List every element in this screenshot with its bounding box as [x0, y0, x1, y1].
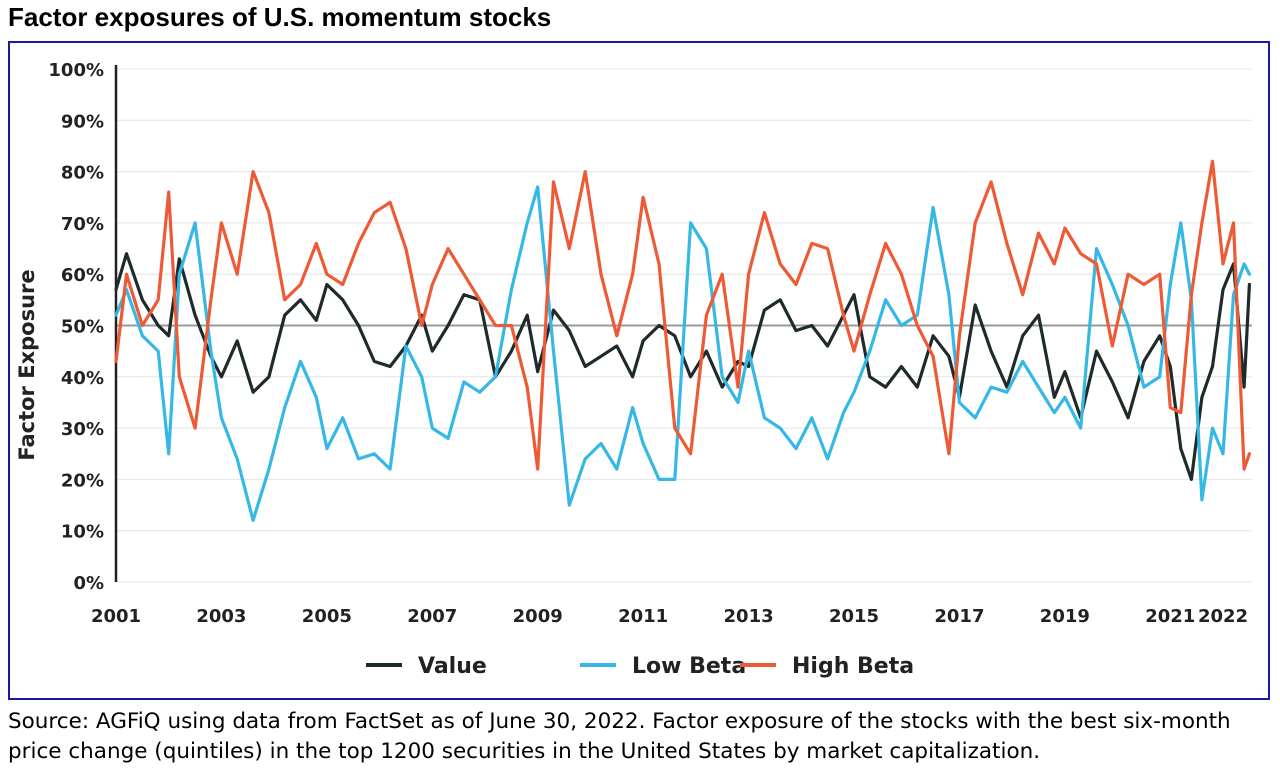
x-tick-label: 2015 [829, 606, 879, 627]
y-axis-label: Factor Exposure [15, 269, 39, 460]
y-tick-label: 40% [61, 368, 104, 389]
y-tick-labels: 0% 10% 20% 30% 40% 50% 60% 70% 80% 90% 100% [48, 60, 104, 594]
legend-item: High Beta [740, 654, 914, 679]
legend-item: Value [366, 654, 487, 679]
y-tick-label: 30% [61, 419, 104, 440]
legend: Value Low Beta High Beta [366, 654, 914, 679]
x-tick-label: 2007 [407, 606, 457, 627]
chart-frame: 0% 10% 20% 30% 40% 50% 60% 70% 80% 90% 100% 2001 20… [8, 41, 1270, 700]
x-tick-label: 2005 [302, 606, 352, 627]
series-line-value [114, 252, 1252, 481]
legend-label: Value [418, 654, 487, 679]
x-tick-labels: 2001 2003 2005 2007 2009 2011 2013 2015 2017 2019… [91, 606, 1248, 627]
x-tick-label: 2021 [1145, 606, 1195, 627]
page-title: Factor exposures of U.S. momentum stocks [8, 2, 552, 32]
x-tick-label: 2013 [724, 606, 774, 627]
y-tick-label: 60% [61, 265, 104, 286]
legend-label: Low Beta [632, 654, 746, 679]
y-tick-label: 100% [48, 60, 104, 81]
y-tick-label: 20% [61, 470, 104, 491]
series-lines [114, 159, 1252, 522]
legend-item: Low Beta [580, 654, 746, 679]
y-tick-label: 50% [61, 317, 104, 338]
y-tick-label: 70% [61, 214, 104, 235]
x-tick-label: 2011 [618, 606, 668, 627]
line-chart: 0%10%20%30%40%50%60%70%80%90%100% 2001 20… [15, 60, 1252, 679]
x-tick-label: 2019 [1040, 606, 1090, 627]
x-tick-label: 2009 [513, 606, 563, 627]
series-line-low-beta [114, 185, 1252, 522]
series-line-high-beta [114, 159, 1252, 471]
x-tick-label: 2001 [91, 606, 141, 627]
x-tick-label: 2003 [196, 606, 246, 627]
y-tick-label: 80% [61, 163, 104, 184]
x-tick-label: 2022 [1198, 606, 1248, 627]
x-tick-label: 2017 [934, 606, 984, 627]
source-note: Source: AGFiQ using data from FactSet as… [8, 709, 1231, 764]
y-tick-label: 10% [61, 522, 104, 543]
legend-label: High Beta [792, 654, 914, 679]
y-tick-label: 90% [61, 111, 104, 132]
y-tick-label: 0% [73, 573, 104, 594]
